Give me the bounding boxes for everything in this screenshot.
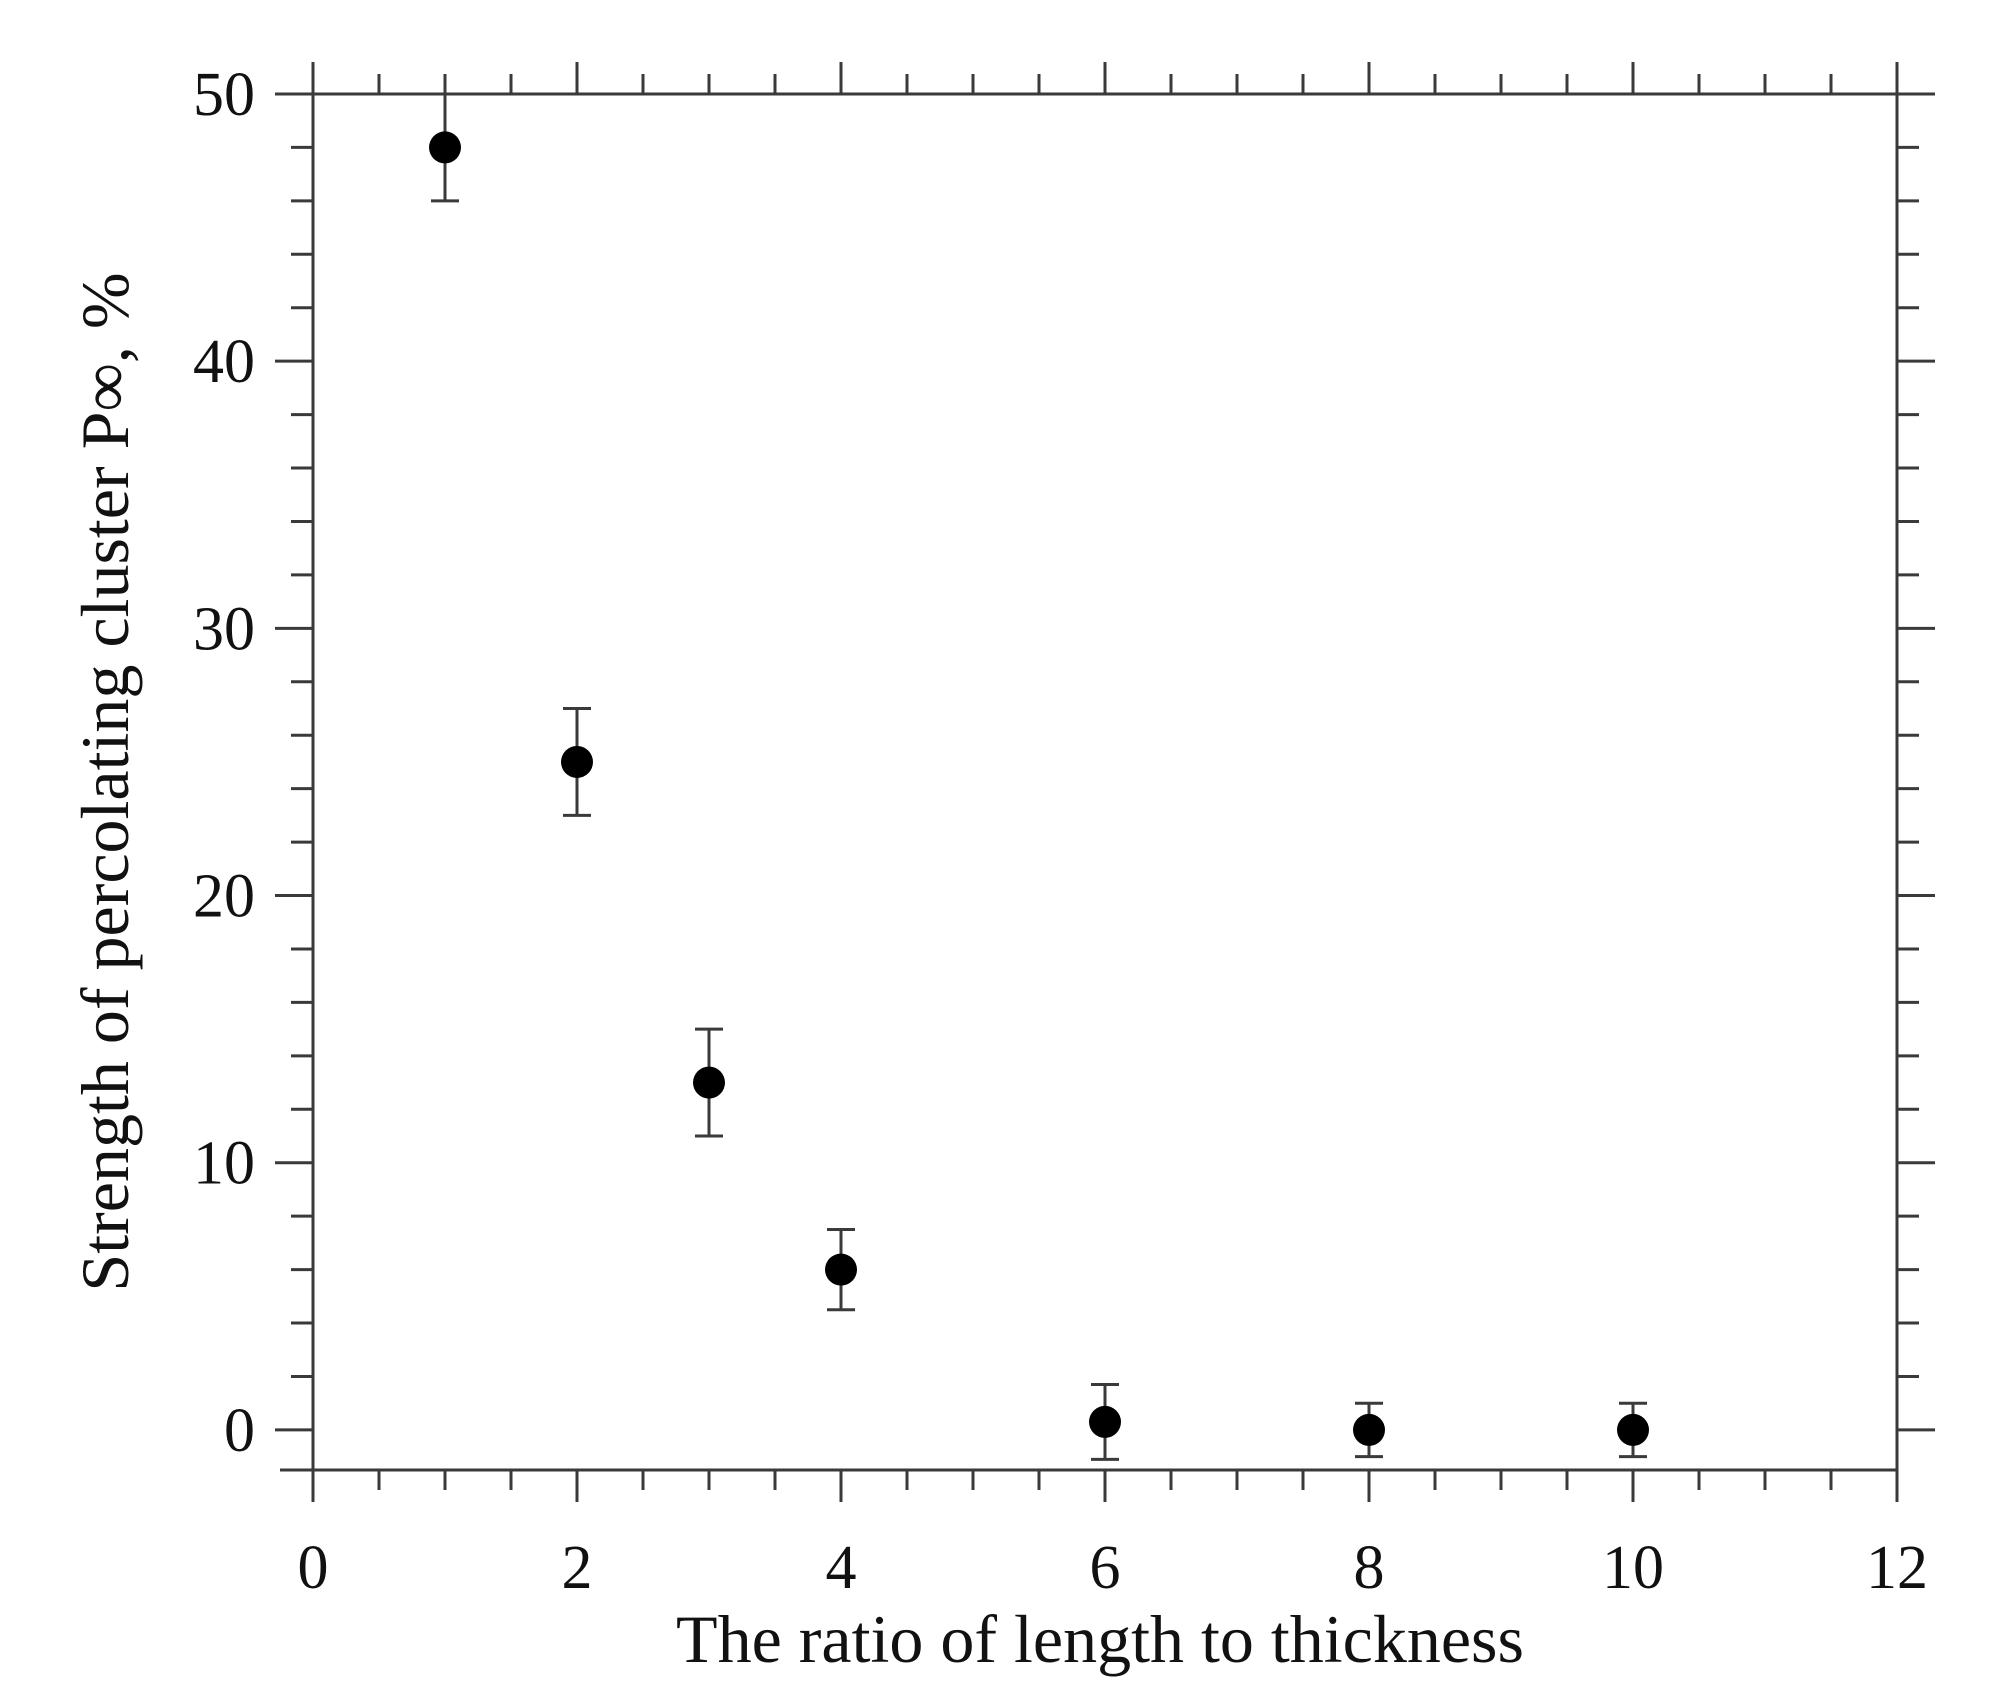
axis-ticks	[275, 62, 1935, 1502]
x-tick-label: 12	[1866, 1534, 1928, 1602]
x-tick-label: 6	[1090, 1534, 1121, 1602]
x-tick-label: 4	[826, 1534, 857, 1602]
y-tick-label: 40	[193, 328, 255, 396]
y-axis-title: Strength of percolating cluster P∞, %	[67, 272, 143, 1291]
y-tick-label: 30	[193, 595, 255, 663]
data-point	[825, 1253, 857, 1286]
data-point	[1353, 1413, 1385, 1446]
data-point	[1089, 1405, 1121, 1438]
y-tick-label: 10	[193, 1130, 255, 1198]
y-tick-label: 20	[193, 863, 255, 931]
data-point	[429, 131, 461, 164]
axis-tick-labels: 0 2 4 6 8 10 12 0 10 20 30 40 50	[193, 61, 1928, 1602]
y-tick-label: 50	[193, 61, 255, 129]
data-points	[429, 131, 1649, 1446]
data-point	[561, 745, 593, 778]
x-tick-label: 10	[1602, 1534, 1664, 1602]
y-tick-label: 0	[224, 1397, 255, 1465]
data-point	[693, 1066, 725, 1099]
plot-area-border	[311, 92, 1899, 1472]
x-tick-label: 2	[562, 1534, 593, 1602]
data-point	[1617, 1413, 1649, 1446]
error-bars	[431, 92, 1647, 1461]
plot-frame	[280, 92, 1935, 1472]
x-tick-label: 8	[1354, 1534, 1385, 1602]
x-tick-label: 0	[298, 1534, 329, 1602]
x-axis-title: The ratio of length to thickness	[676, 1601, 1524, 1677]
